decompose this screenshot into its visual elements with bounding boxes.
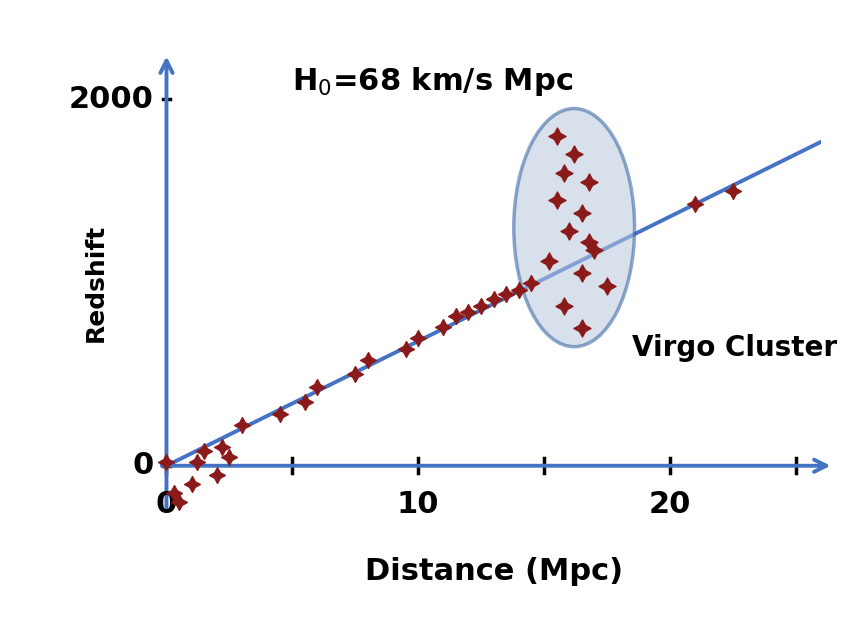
Point <box>215 443 228 453</box>
Point <box>575 208 588 218</box>
Point <box>550 195 563 205</box>
Point <box>726 186 740 196</box>
Point <box>557 302 571 312</box>
Point <box>575 269 588 279</box>
Point <box>462 307 475 317</box>
Point <box>185 479 198 489</box>
Point <box>198 446 211 456</box>
Point <box>398 344 412 354</box>
Point <box>210 470 224 480</box>
Ellipse shape <box>514 109 634 347</box>
Point <box>160 457 174 467</box>
Text: 10: 10 <box>397 490 439 519</box>
Point <box>600 281 614 291</box>
Text: 2000: 2000 <box>69 85 154 114</box>
Point <box>168 488 181 498</box>
Point <box>298 396 312 407</box>
Text: 0: 0 <box>133 451 154 480</box>
Point <box>568 149 581 159</box>
Point <box>582 237 596 248</box>
Text: Redshift: Redshift <box>84 224 108 342</box>
Point <box>587 244 601 255</box>
Point <box>550 131 563 141</box>
Point <box>361 354 374 364</box>
Point <box>348 369 362 379</box>
Point <box>235 420 249 431</box>
Point <box>557 168 571 178</box>
Point <box>273 410 286 420</box>
Text: H$_0$=68 km/s Mpc: H$_0$=68 km/s Mpc <box>292 65 574 98</box>
Point <box>486 294 500 304</box>
Point <box>542 255 556 265</box>
Point <box>512 285 526 295</box>
Point <box>688 199 702 209</box>
Point <box>449 311 463 321</box>
Point <box>563 226 576 236</box>
Point <box>310 382 324 392</box>
Point <box>436 321 450 331</box>
Point <box>172 497 186 507</box>
Point <box>190 457 203 467</box>
Point <box>582 177 596 187</box>
Text: 0: 0 <box>156 490 177 519</box>
Point <box>525 277 539 288</box>
Text: Virgo Cluster: Virgo Cluster <box>632 334 837 362</box>
Point <box>499 288 513 298</box>
Point <box>411 333 425 343</box>
Text: 20: 20 <box>649 490 691 519</box>
Point <box>575 323 588 333</box>
Point <box>222 451 236 462</box>
Text: Distance (Mpc): Distance (Mpc) <box>364 558 622 586</box>
Point <box>475 302 488 312</box>
